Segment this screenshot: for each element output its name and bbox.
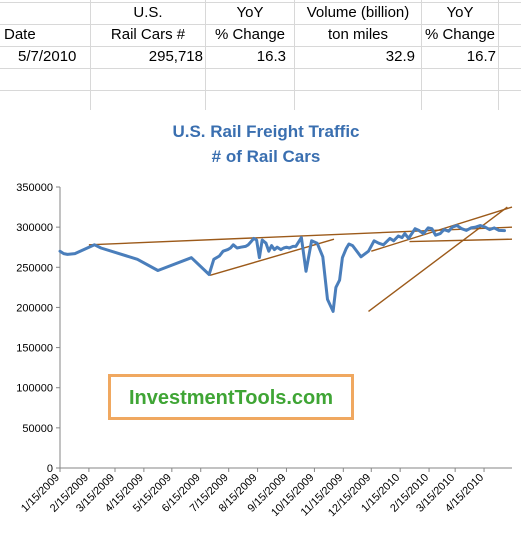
header-date: Date	[4, 26, 36, 43]
column-divider	[90, 0, 91, 110]
y-tick-label: 0	[47, 463, 53, 475]
y-tick-label: 50000	[22, 423, 53, 435]
y-tick-label: 350000	[16, 182, 53, 194]
header-pct-change-2: % Change	[424, 26, 496, 43]
cell-pct-change-2: 16.7	[466, 48, 496, 65]
column-divider	[294, 0, 295, 110]
y-tick-label: 300000	[16, 222, 53, 234]
y-tick-label: 250000	[16, 262, 53, 274]
header-ton-miles: ton miles	[327, 26, 389, 43]
y-tick-label: 100000	[16, 383, 53, 395]
watermark: InvestmentTools.com	[108, 374, 354, 420]
chart-subtitle: # of Rail Cars	[212, 147, 321, 166]
column-divider	[421, 0, 422, 110]
header-pct-change-1: % Change	[214, 26, 286, 43]
column-divider	[498, 0, 499, 110]
trendline	[209, 238, 335, 276]
spreadsheet-table: U.S. YoY Volume (billion) YoY Date Rail …	[0, 0, 521, 110]
row-divider	[0, 24, 521, 25]
trendline	[409, 238, 513, 243]
rail-freight-chart: U.S. Rail Freight Traffic # of Rail Cars 0…	[16, 122, 513, 519]
row-divider	[0, 90, 521, 91]
header-yoy-2: YoY	[446, 4, 474, 21]
cell-pct-change-1: 16.3	[256, 48, 286, 65]
header-rail-cars: Rail Cars #	[110, 26, 186, 43]
row-divider	[0, 2, 521, 3]
trendline	[371, 206, 513, 252]
column-divider	[205, 0, 206, 110]
chart-title: U.S. Rail Freight Traffic	[172, 122, 359, 141]
header-yoy-1: YoY	[236, 4, 264, 21]
row-divider	[0, 46, 521, 47]
y-tick-label: 150000	[16, 343, 53, 355]
header-us: U.S.	[133, 4, 163, 21]
row-divider	[0, 68, 521, 69]
y-tick-label: 200000	[16, 302, 53, 314]
trendline	[368, 206, 508, 313]
cell-date: 5/7/2010	[18, 48, 77, 65]
cell-ton-miles: 32.9	[385, 48, 415, 65]
header-volume: Volume (billion)	[306, 4, 410, 21]
cell-rail-cars: 295,718	[148, 48, 203, 65]
rail-cars-series-line	[58, 224, 506, 313]
